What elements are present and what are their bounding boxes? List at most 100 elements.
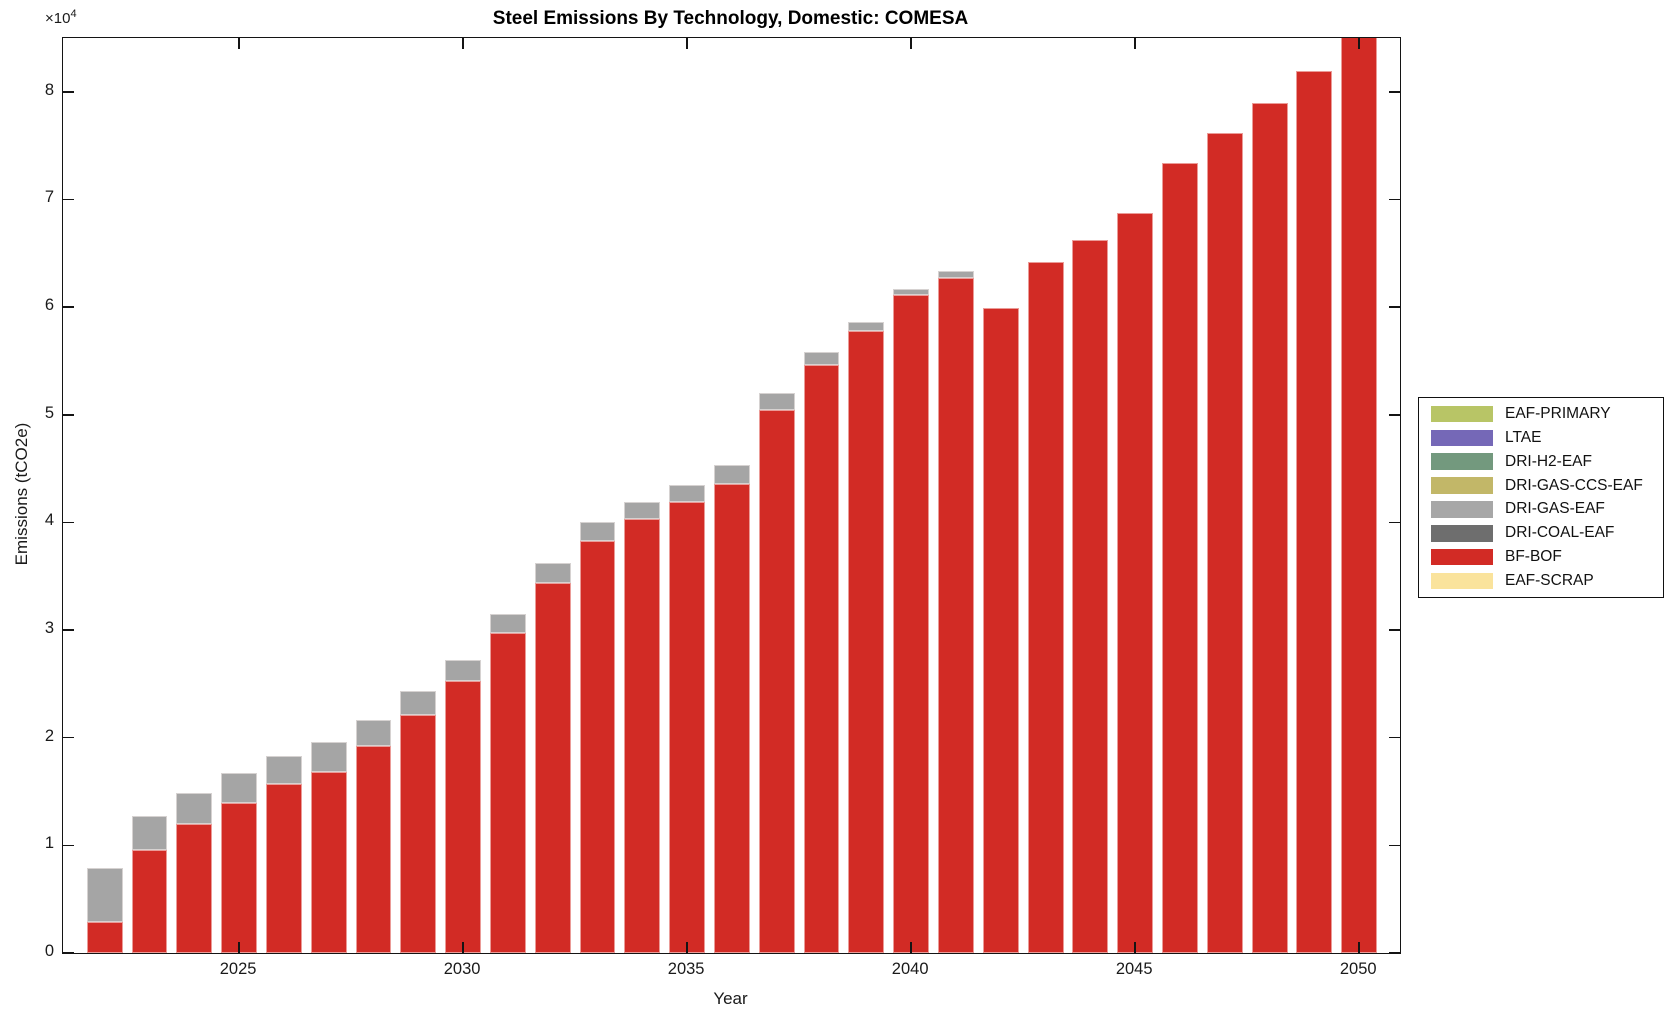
x-tick-top-2040 bbox=[910, 38, 912, 49]
x-tick-label-2045: 2045 bbox=[1115, 960, 1153, 978]
x-tick-label-2025: 2025 bbox=[219, 960, 257, 978]
bar-segment-DRI-GAS-EAF-2032 bbox=[534, 563, 571, 583]
y-tick-label-40000: 4 bbox=[44, 511, 54, 530]
chart-title: Steel Emissions By Technology, Domestic:… bbox=[492, 8, 969, 29]
x-tick-label-2040: 2040 bbox=[891, 960, 929, 978]
legend-label-BF-BOF: BF-BOF bbox=[1505, 548, 1562, 566]
bar-segment-BF-BOF-2032 bbox=[534, 582, 571, 953]
bar-segment-BF-BOF-2040 bbox=[893, 295, 930, 953]
bar-segment-DRI-GAS-EAF-2036 bbox=[714, 465, 750, 484]
y-axis-multiplier: ×104 bbox=[45, 8, 77, 27]
bars-layer bbox=[63, 38, 1400, 953]
bar-segment-BF-BOF-2037 bbox=[758, 410, 795, 953]
x-tick-bottom-2045 bbox=[1134, 942, 1136, 953]
bar-segment-BF-BOF-2027 bbox=[310, 772, 347, 953]
bar-segment-BF-BOF-2023 bbox=[131, 849, 168, 953]
y-tick-left-40000 bbox=[63, 521, 74, 524]
bar-segment-DRI-GAS-EAF-2027 bbox=[310, 742, 347, 773]
x-tick-bottom-2050 bbox=[1358, 942, 1360, 953]
legend-swatch-DRI-GAS-EAF bbox=[1431, 501, 1493, 518]
bar-segment-DRI-GAS-EAF-2033 bbox=[579, 522, 616, 541]
bar-segment-BF-BOF-2041 bbox=[938, 278, 974, 953]
legend-swatch-DRI-GAS-CCS-EAF bbox=[1431, 477, 1493, 494]
y-tick-left-50000 bbox=[63, 414, 74, 416]
bar-segment-DRI-GAS-EAF-2037 bbox=[758, 393, 795, 411]
y-axis-label: Emissions (tCO2e) bbox=[12, 422, 31, 566]
x-tick-top-2050 bbox=[1358, 38, 1360, 49]
bar-segment-DRI-GAS-EAF-2029 bbox=[400, 691, 437, 716]
legend-label-DRI-H2-EAF: DRI-H2-EAF bbox=[1505, 452, 1592, 470]
y-tick-right-50000 bbox=[1389, 414, 1400, 416]
x-tick-bottom-2025 bbox=[238, 942, 240, 953]
legend-row-DRI-H2-EAF: DRI-H2-EAF bbox=[1419, 450, 1663, 474]
legend-row-BF-BOF: BF-BOF bbox=[1419, 545, 1663, 569]
x-tick-label-2030: 2030 bbox=[443, 960, 481, 978]
y-tick-right-70000 bbox=[1389, 198, 1400, 201]
legend-swatch-DRI-COAL-EAF bbox=[1431, 525, 1493, 542]
y-axis-multiplier-base: ×10 bbox=[45, 10, 71, 27]
y-tick-right-30000 bbox=[1389, 629, 1400, 631]
bar-segment-DRI-GAS-EAF-2041 bbox=[938, 270, 974, 279]
bar-segment-BF-BOF-2048 bbox=[1251, 102, 1288, 953]
y-tick-right-10000 bbox=[1389, 844, 1400, 847]
bar-segment-DRI-GAS-EAF-2030 bbox=[445, 660, 482, 681]
legend-swatch-DRI-H2-EAF bbox=[1431, 453, 1493, 470]
bar-segment-BF-BOF-2049 bbox=[1296, 71, 1333, 953]
bar-segment-BF-BOF-2025 bbox=[221, 803, 257, 953]
bar-segment-BF-BOF-2039 bbox=[848, 330, 885, 953]
bar-segment-DRI-GAS-EAF-2026 bbox=[265, 756, 302, 784]
y-tick-label-30000: 3 bbox=[44, 619, 54, 638]
legend-label-DRI-GAS-CCS-EAF: DRI-GAS-CCS-EAF bbox=[1505, 476, 1643, 494]
legend-row-LTAE: LTAE bbox=[1419, 426, 1663, 450]
bar-segment-DRI-GAS-EAF-2034 bbox=[624, 501, 661, 520]
bar-segment-DRI-GAS-EAF-2023 bbox=[131, 816, 168, 850]
x-tick-top-2030 bbox=[462, 38, 464, 49]
bar-segment-BF-BOF-2045 bbox=[1117, 213, 1154, 953]
bar-segment-BF-BOF-2034 bbox=[624, 519, 661, 953]
legend-swatch-LTAE bbox=[1431, 429, 1493, 447]
y-tick-left-10000 bbox=[63, 844, 74, 847]
y-tick-label-10000: 1 bbox=[44, 834, 54, 853]
legend-label-DRI-COAL-EAF: DRI-COAL-EAF bbox=[1505, 524, 1615, 542]
y-axis-multiplier-exponent: 4 bbox=[70, 8, 77, 20]
bar-segment-BF-BOF-2044 bbox=[1072, 240, 1109, 953]
x-axis-label: Year bbox=[713, 989, 748, 1008]
y-tick-label-60000: 6 bbox=[44, 296, 54, 315]
bar-segment-BF-BOF-2038 bbox=[803, 365, 840, 953]
legend-swatch-EAF-SCRAP bbox=[1431, 572, 1493, 590]
bar-segment-DRI-GAS-EAF-2031 bbox=[489, 613, 526, 634]
y-tick-left-0 bbox=[63, 952, 74, 954]
x-tick-bottom-2030 bbox=[462, 942, 464, 953]
bar-segment-BF-BOF-2024 bbox=[176, 823, 213, 953]
legend-label-EAF-PRIMARY: EAF-PRIMARY bbox=[1505, 404, 1611, 422]
x-tick-label-2035: 2035 bbox=[667, 960, 705, 978]
bar-segment-BF-BOF-2033 bbox=[579, 540, 616, 953]
y-tick-left-80000 bbox=[63, 91, 74, 93]
bar-segment-DRI-GAS-EAF-2039 bbox=[848, 322, 885, 331]
y-tick-left-30000 bbox=[63, 629, 74, 631]
bar-segment-BF-BOF-2043 bbox=[1027, 261, 1064, 953]
bar-segment-BF-BOF-2029 bbox=[400, 715, 437, 953]
y-tick-label-70000: 7 bbox=[44, 188, 54, 207]
y-tick-label-80000: 8 bbox=[44, 80, 54, 99]
bar-segment-BF-BOF-2035 bbox=[669, 501, 706, 953]
legend-label-LTAE: LTAE bbox=[1505, 428, 1542, 446]
bar-segment-DRI-GAS-EAF-2038 bbox=[803, 352, 840, 366]
bar-segment-DRI-GAS-EAF-2040 bbox=[893, 288, 930, 296]
y-tick-label-20000: 2 bbox=[44, 726, 54, 745]
bar-segment-BF-BOF-2046 bbox=[1162, 162, 1198, 953]
legend-row-DRI-COAL-EAF: DRI-COAL-EAF bbox=[1419, 521, 1663, 545]
y-tick-right-60000 bbox=[1389, 306, 1400, 308]
bar-segment-BF-BOF-2042 bbox=[982, 308, 1019, 953]
legend-swatch-BF-BOF bbox=[1431, 548, 1493, 566]
x-tick-top-2025 bbox=[238, 38, 240, 49]
bar-segment-DRI-GAS-EAF-2024 bbox=[176, 792, 213, 824]
bar-segment-BF-BOF-2026 bbox=[265, 783, 302, 953]
x-tick-top-2035 bbox=[686, 38, 688, 49]
x-tick-top-2045 bbox=[1134, 38, 1136, 49]
y-tick-right-0 bbox=[1389, 952, 1400, 954]
y-tick-left-60000 bbox=[63, 306, 74, 308]
legend-label-EAF-SCRAP: EAF-SCRAP bbox=[1505, 572, 1594, 590]
bar-segment-BF-BOF-2047 bbox=[1206, 132, 1243, 953]
